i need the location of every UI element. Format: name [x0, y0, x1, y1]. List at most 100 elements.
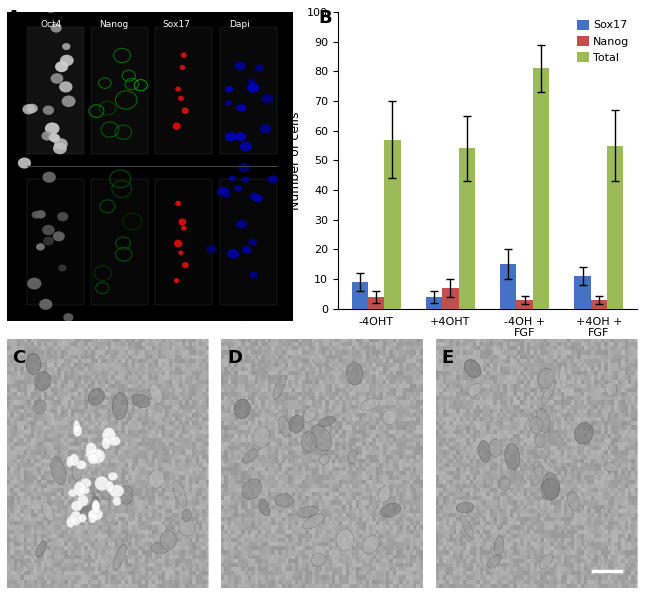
Ellipse shape	[51, 457, 66, 485]
Ellipse shape	[66, 516, 75, 527]
Ellipse shape	[250, 192, 259, 200]
Bar	[368, 297, 384, 309]
Ellipse shape	[478, 440, 491, 462]
Ellipse shape	[176, 87, 181, 91]
Ellipse shape	[242, 479, 261, 500]
Ellipse shape	[49, 134, 60, 143]
Ellipse shape	[34, 400, 46, 414]
Ellipse shape	[495, 536, 504, 555]
Ellipse shape	[179, 219, 187, 226]
Ellipse shape	[43, 106, 54, 115]
Ellipse shape	[456, 503, 474, 513]
Ellipse shape	[174, 240, 183, 247]
Ellipse shape	[62, 96, 75, 107]
Ellipse shape	[242, 449, 258, 463]
Bar	[607, 146, 623, 309]
Ellipse shape	[23, 104, 35, 115]
Ellipse shape	[149, 470, 164, 488]
Ellipse shape	[182, 509, 192, 522]
Ellipse shape	[289, 415, 304, 433]
Ellipse shape	[92, 501, 100, 514]
Ellipse shape	[71, 501, 83, 511]
Ellipse shape	[57, 212, 68, 222]
Ellipse shape	[252, 194, 263, 202]
Ellipse shape	[206, 245, 217, 253]
Ellipse shape	[44, 2, 57, 13]
Ellipse shape	[311, 553, 326, 566]
Ellipse shape	[58, 264, 66, 271]
Bar	[220, 27, 277, 154]
Text: Sox17: Sox17	[162, 20, 190, 29]
Ellipse shape	[298, 506, 318, 517]
Ellipse shape	[225, 100, 232, 106]
Ellipse shape	[181, 52, 187, 58]
Bar	[591, 300, 607, 309]
Bar	[426, 297, 442, 309]
Ellipse shape	[86, 478, 99, 494]
Ellipse shape	[36, 541, 47, 557]
Ellipse shape	[109, 437, 120, 446]
Ellipse shape	[151, 542, 169, 554]
Ellipse shape	[542, 381, 555, 405]
Ellipse shape	[499, 477, 511, 491]
Ellipse shape	[174, 278, 179, 283]
Ellipse shape	[73, 421, 80, 432]
Ellipse shape	[229, 176, 236, 181]
Ellipse shape	[77, 488, 93, 506]
Ellipse shape	[70, 511, 81, 526]
Bar	[575, 276, 591, 309]
Ellipse shape	[60, 55, 73, 66]
Ellipse shape	[248, 0, 257, 4]
Ellipse shape	[112, 497, 121, 505]
Ellipse shape	[27, 277, 42, 289]
Ellipse shape	[178, 96, 184, 101]
Bar	[220, 179, 277, 305]
Ellipse shape	[80, 497, 98, 522]
Ellipse shape	[378, 486, 391, 502]
Ellipse shape	[108, 472, 118, 481]
Ellipse shape	[81, 479, 91, 488]
Ellipse shape	[574, 423, 593, 444]
Ellipse shape	[236, 104, 246, 112]
Bar	[155, 27, 213, 154]
Bar	[500, 264, 517, 309]
Bar	[27, 179, 84, 305]
Ellipse shape	[70, 454, 79, 466]
Ellipse shape	[261, 94, 274, 103]
Ellipse shape	[128, 390, 150, 404]
Ellipse shape	[538, 368, 554, 388]
Ellipse shape	[132, 394, 150, 407]
Ellipse shape	[279, 416, 290, 437]
Ellipse shape	[79, 514, 86, 523]
Ellipse shape	[72, 464, 82, 480]
Ellipse shape	[227, 249, 239, 259]
Ellipse shape	[120, 485, 133, 504]
Ellipse shape	[88, 509, 103, 520]
Ellipse shape	[80, 486, 90, 494]
Y-axis label: Number of cells: Number of cells	[289, 111, 302, 210]
Text: 5: 5	[521, 356, 528, 366]
Ellipse shape	[45, 122, 60, 135]
Ellipse shape	[259, 124, 271, 134]
Ellipse shape	[604, 462, 618, 472]
Ellipse shape	[235, 132, 246, 141]
Ellipse shape	[336, 529, 354, 551]
Ellipse shape	[222, 191, 231, 198]
Ellipse shape	[382, 410, 397, 425]
Ellipse shape	[361, 399, 380, 411]
Ellipse shape	[605, 382, 617, 396]
Ellipse shape	[42, 172, 56, 183]
Ellipse shape	[240, 142, 252, 151]
Ellipse shape	[504, 443, 520, 470]
Ellipse shape	[106, 481, 114, 492]
Ellipse shape	[55, 61, 68, 72]
Ellipse shape	[103, 428, 115, 443]
Ellipse shape	[242, 246, 252, 254]
Ellipse shape	[253, 426, 270, 448]
Ellipse shape	[301, 432, 317, 452]
Ellipse shape	[249, 271, 258, 279]
Ellipse shape	[540, 554, 552, 569]
Ellipse shape	[27, 104, 38, 113]
Ellipse shape	[567, 492, 580, 511]
Ellipse shape	[68, 489, 77, 497]
